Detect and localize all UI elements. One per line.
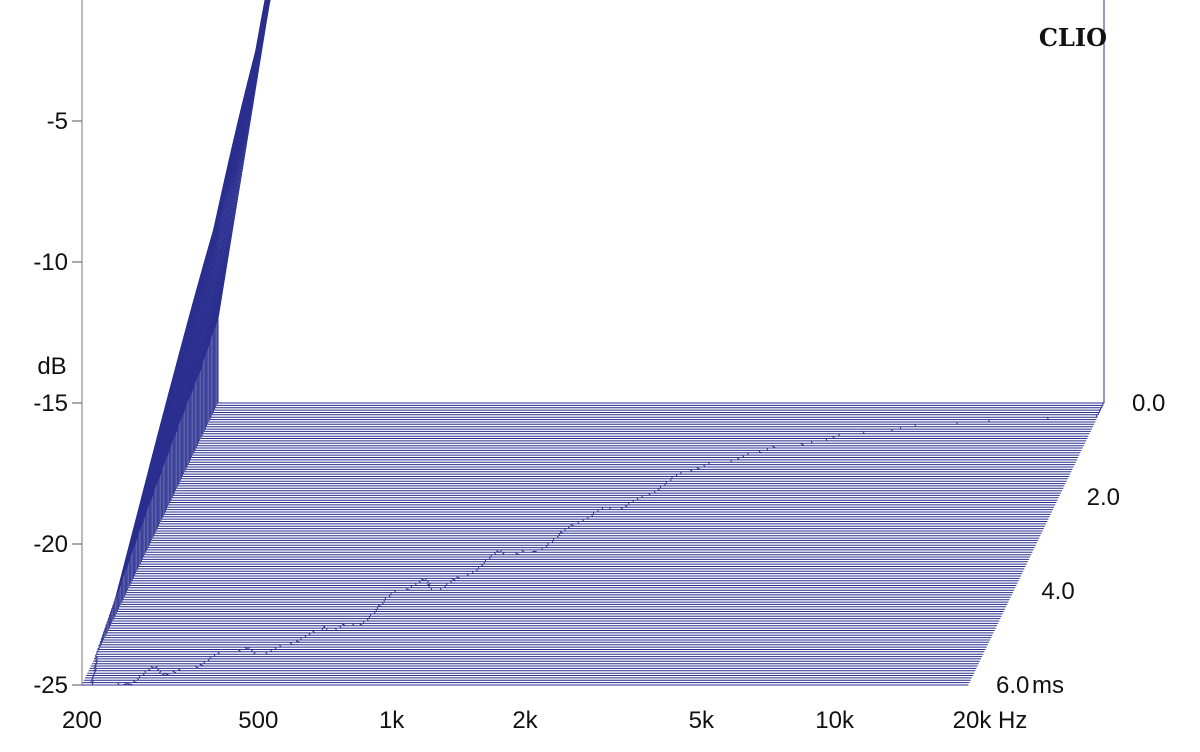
x-tick-label: 200 (62, 707, 102, 734)
decay-slice (217, 0, 1105, 404)
y-tick-label: -25 (33, 672, 68, 699)
decay-slice (83, 648, 971, 681)
plot-frame (81, 0, 83, 685)
decay-slice (82, 653, 970, 684)
x-tick-label: 10k (815, 707, 855, 734)
z-tick-label: 2.0 (1087, 484, 1120, 511)
decay-slice (81, 658, 969, 686)
decay-slice (88, 629, 976, 672)
decay-slice (87, 634, 975, 674)
decay-slices (81, 0, 1105, 686)
y-tick-label: -15 (33, 390, 68, 417)
z-axis-labels: 0.0 2.0 4.0 6.0 ms (996, 390, 1165, 699)
x-tick-label: 1k (379, 707, 405, 734)
y-tick-label: -5 (47, 108, 68, 135)
decay-slice (86, 639, 974, 676)
z-axis-unit: ms (1032, 672, 1064, 699)
x-tick-label: 5k (689, 707, 715, 734)
x-tick-label: 20k Hz (953, 707, 1028, 734)
z-tick-label: 4.0 (1041, 578, 1074, 605)
clio-logo: CLIO (1039, 23, 1107, 52)
decay-slice (84, 644, 972, 679)
z-tick-label: 0.0 (1132, 390, 1165, 417)
y-axis-unit: dB (37, 353, 66, 380)
z-tick-label: 6.0 (996, 672, 1029, 699)
left-wall-edge (81, 0, 83, 685)
x-tick-label: 2k (512, 707, 538, 734)
x-tick-label: 500 (238, 707, 278, 734)
y-tick-label: -20 (33, 531, 68, 558)
x-axis-labels: 200 500 1k 2k 5k 10k 20k Hz (62, 707, 1027, 734)
y-tick-label: -10 (33, 249, 68, 276)
